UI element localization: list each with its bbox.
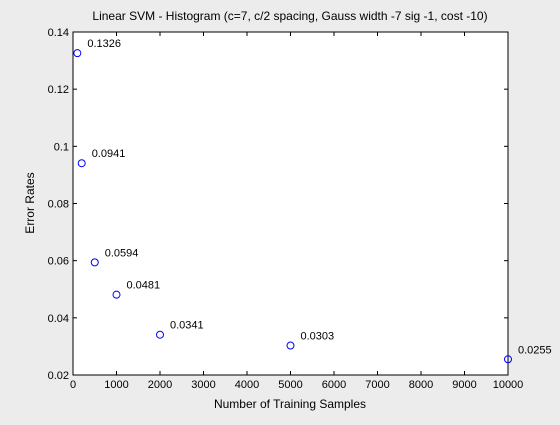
x-tick-label: 8000 [409,379,433,391]
data-point [77,159,86,168]
x-tick-label: 9000 [452,379,476,391]
x-axis-label: Number of Training Samples [214,397,366,411]
data-label: 0.0341 [170,320,204,332]
y-tick-label: 0.06 [48,256,69,268]
x-tick-label: 0 [70,379,76,391]
data-label: 0.0941 [92,148,126,160]
data-label: 0.0594 [105,247,139,259]
data-point [73,49,82,58]
y-axis-label: Error Rates [23,172,37,233]
x-tick-label: 7000 [365,379,389,391]
plot-area [73,32,508,375]
data-label: 0.0255 [518,344,552,356]
y-axis-ticks: 0.02 0.04 0.06 0.08 0.1 0.12 0.14 [48,27,508,382]
y-tick-label: 0.14 [48,27,69,39]
x-tick-label: 1000 [104,379,128,391]
data-point [504,355,512,364]
data-point [112,290,121,299]
x-tick-label: 5000 [278,379,302,391]
y-tick-label: 0.08 [48,199,69,211]
y-tick-label: 0.1 [54,141,69,153]
y-tick-label: 0.04 [48,313,69,325]
y-tick-label: 0.02 [48,370,69,382]
data-label: 0.0481 [127,280,161,292]
data-label: 0.1326 [87,38,121,50]
x-tick-label: 2000 [148,379,172,391]
x-tick-label: 4000 [235,379,259,391]
data-point [156,330,164,339]
chart-title: Linear SVM - Histogram (c=7, c/2 spacing… [92,9,487,23]
data-points: 0.1326 0.0941 0.0594 0.0481 0.0341 0.0303 0.02… [73,38,552,364]
data-point [90,258,99,267]
x-axis-ticks: 0 1000 2000 3000 4000 5000 6000 7000 8000 9000 100… [70,32,523,391]
x-tick-label: 10000 [493,379,524,391]
plot-frame [72,31,509,376]
x-tick-label: 3000 [191,379,215,391]
y-tick-label: 0.12 [48,84,69,96]
x-tick-label: 6000 [322,379,346,391]
data-label: 0.0303 [301,331,335,343]
data-point [286,341,295,350]
